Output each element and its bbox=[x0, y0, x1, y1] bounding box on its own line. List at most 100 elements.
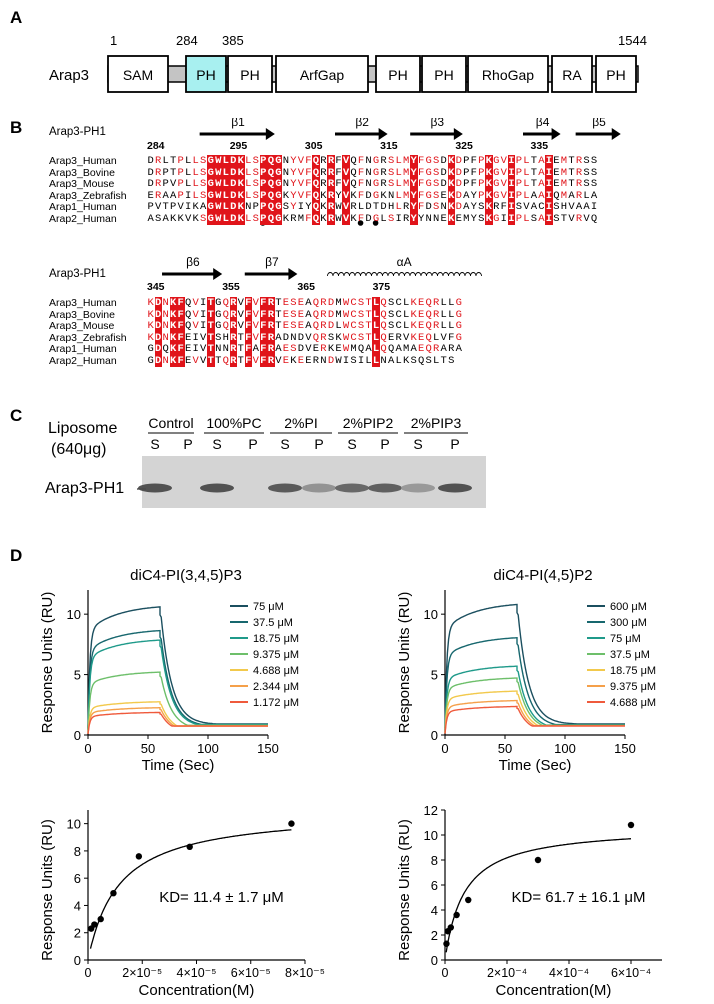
data-point bbox=[97, 915, 104, 923]
liposome-amount: (640μg) bbox=[51, 441, 107, 458]
ss-label: β3 bbox=[431, 118, 445, 129]
domain-box-3 bbox=[275, 55, 369, 93]
series-line bbox=[87, 701, 268, 734]
x-tick-label: 4×10⁻⁴ bbox=[549, 966, 589, 980]
panel-label-d: D bbox=[10, 546, 23, 565]
domain-label-1: PH bbox=[196, 67, 215, 83]
domain-label-8: PH bbox=[606, 67, 625, 83]
domain-box-6 bbox=[467, 55, 549, 93]
data-point bbox=[110, 889, 117, 897]
y-tick-label: 2 bbox=[74, 926, 81, 941]
y-tick-label: 0 bbox=[431, 953, 438, 968]
domain-box-2 bbox=[227, 55, 273, 93]
ss-label: β1 bbox=[231, 118, 245, 129]
res-number: 375 bbox=[373, 281, 391, 293]
seq-line: KDNKFQVITGQRVFVFRTESEAQRDMWCSTLQSCLKEQRL… bbox=[147, 308, 463, 321]
western-blot: Control 100%PC 2%PI 2%PIP2 2%PIP3 S P S P S P S P S P bbox=[137, 415, 486, 508]
series-line bbox=[87, 639, 268, 731]
res-number: 305 bbox=[305, 140, 323, 152]
seq-line: PVTPVIKAGWLDKNPPQGSYIYQKRWVRLDTDHLRYFDSN… bbox=[147, 201, 598, 213]
y-axis-label: Response Units (RU) bbox=[39, 819, 56, 961]
seq-line: GDNKFEVVTTQRTFVFRVEKEERNDWISILLNALKSQSLT… bbox=[147, 354, 455, 367]
liposome-label: Liposome bbox=[48, 420, 118, 437]
seq-line: GDQKFEIVTNNRTFAFRAESDVERKEWMQALQQAMAEQRA… bbox=[147, 343, 463, 355]
x-tick-label: 150 bbox=[257, 741, 279, 756]
beta-arrowhead bbox=[453, 128, 463, 140]
res-number: 325 bbox=[455, 140, 473, 152]
y-tick-label: 6 bbox=[431, 878, 438, 893]
res-number: 284 bbox=[147, 140, 165, 152]
seq-name: Arap3_Human bbox=[49, 155, 117, 167]
domain-label-0: SAM bbox=[123, 67, 153, 83]
x-tick-label: 50 bbox=[498, 741, 512, 756]
legend-label: 9.375 μM bbox=[610, 681, 656, 693]
legend-label: 75 μM bbox=[253, 601, 284, 613]
domain-box-5 bbox=[421, 55, 467, 93]
blot-lane-label: S bbox=[280, 436, 289, 452]
beta-arrowhead bbox=[378, 128, 388, 140]
blot-group-label: Control bbox=[148, 415, 193, 431]
seq-line: ASAKKVKSGWLDKLSPQGKRMFQKRWVKFDGLSIRYYNNE… bbox=[147, 212, 598, 225]
legend-label: 37.5 μM bbox=[253, 617, 293, 629]
seq-name: Arap3_Bovine bbox=[49, 308, 115, 321]
blot-group-label: 2%PIP3 bbox=[411, 415, 462, 431]
domain-boxes: SAM PH PH ArfGap PH PH RhoGap RA PH bbox=[107, 55, 637, 93]
blot-band bbox=[268, 483, 302, 493]
data-point bbox=[534, 856, 542, 864]
domain-map: 1 284 385 1544 Arap3 SAM PH PH ArfGap PH PH Rh… bbox=[49, 33, 647, 93]
chart-title: diC4-PI(4,5)P2 bbox=[493, 567, 592, 584]
legend-label: 9.375 μM bbox=[253, 649, 299, 661]
blot-group-label: 2%PI bbox=[284, 415, 317, 431]
seq-line: KDNKFQVITGQRVFVFRTESEAQRDLWCSTLQSCLKEQRL… bbox=[147, 320, 463, 332]
kd-annotation: KD= 61.7 ± 16.1 μM bbox=[511, 889, 645, 906]
blot-lane-label: P bbox=[183, 436, 192, 452]
y-tick-label: 0 bbox=[431, 728, 438, 743]
blot-membrane bbox=[142, 456, 486, 508]
y-tick-label: 10 bbox=[67, 817, 81, 832]
series-line bbox=[87, 711, 268, 734]
blot-lane-label: P bbox=[380, 436, 389, 452]
domain-box-0 bbox=[107, 55, 169, 93]
seq-name: Arap1_Human bbox=[49, 201, 117, 213]
y-tick-label: 5 bbox=[431, 668, 438, 683]
y-tick-label: 10 bbox=[67, 607, 81, 622]
res-number: 315 bbox=[380, 140, 398, 152]
seq-line: KDNKFQVITGQRVFVFRTESEAQRDMWCSTLQSCLKEQRL… bbox=[147, 297, 463, 309]
seq-name: Arap3_Zebrafish bbox=[49, 189, 127, 202]
y-tick-label: 4 bbox=[431, 903, 438, 918]
blot-band bbox=[368, 483, 402, 493]
blot-lane-label: S bbox=[347, 436, 356, 452]
series-line bbox=[444, 603, 625, 729]
blot-band bbox=[401, 483, 435, 493]
protein-name: Arap3 bbox=[49, 67, 89, 84]
chart-title: diC4-PI(3,4,5)P3 bbox=[130, 567, 242, 584]
panel-label-c: C bbox=[10, 406, 23, 425]
domain-label-4: PH bbox=[388, 67, 407, 83]
ss-label: β4 bbox=[536, 118, 550, 129]
alignment-block-2-title: Arap3-PH1 bbox=[49, 268, 106, 280]
fit-curve bbox=[445, 838, 632, 953]
domain-box-8 bbox=[595, 55, 637, 93]
pos-284: 284 bbox=[176, 33, 198, 48]
domain-label-6: RhoGap bbox=[482, 67, 534, 83]
blot-lane-label: P bbox=[248, 436, 257, 452]
domain-label-7: RA bbox=[562, 67, 582, 83]
x-axis-label: Concentration(M) bbox=[139, 982, 255, 999]
y-tick-label: 0 bbox=[74, 953, 81, 968]
seq-line: KDNKFEIVTSHRTFVFRADNDVQRSKWCSTLQERVKEQLV… bbox=[147, 331, 463, 344]
kd-annotation: KD= 11.4 ± 1.7 μM bbox=[159, 889, 284, 906]
seq-name: Arap3_Human bbox=[49, 297, 117, 309]
beta-arrowhead bbox=[288, 268, 298, 280]
data-point bbox=[447, 924, 455, 931]
res-number: 345 bbox=[147, 281, 165, 293]
y-axis-label: Response Units (RU) bbox=[39, 592, 56, 734]
res-number: 295 bbox=[230, 140, 248, 152]
res-number: 335 bbox=[531, 140, 549, 152]
seq-line: ERAAPILSGWLDKLSPQGKYVFQKRYVKFDGKNLMYFGSE… bbox=[147, 189, 598, 202]
domain-label-2: PH bbox=[240, 67, 259, 83]
y-axis-label: Response Units (RU) bbox=[396, 819, 413, 961]
legend-label: 1.172 μM bbox=[253, 697, 299, 709]
legend-label: 18.75 μM bbox=[253, 633, 299, 645]
legend-label: 4.688 μM bbox=[610, 697, 656, 709]
x-tick-label: 4×10⁻⁵ bbox=[177, 966, 217, 980]
